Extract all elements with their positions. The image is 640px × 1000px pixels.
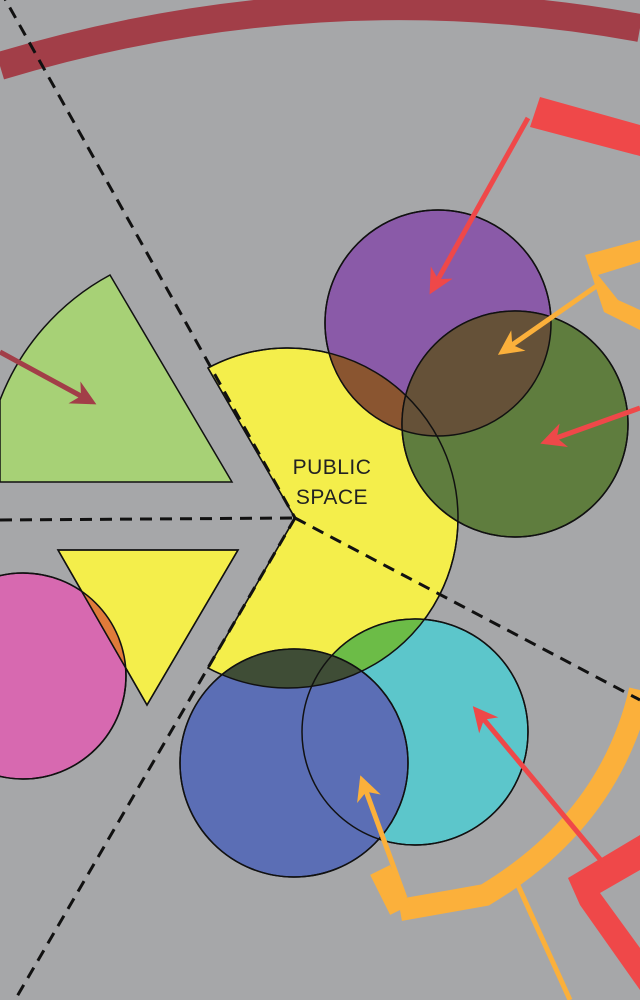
orange-bracket-upper (585, 240, 640, 330)
orange-bracket-lower-tick (370, 865, 410, 915)
arrow-orange-blue (357, 775, 408, 899)
arrow-red-olive (540, 405, 640, 448)
divider-right (294, 516, 640, 702)
yellow-wedge-outline (56, 549, 240, 707)
circle-outlines (179, 209, 629, 878)
arrow-orange-tail (509, 870, 573, 1000)
public-space-label-line2: SPACE (295, 486, 369, 509)
green-sector (0, 273, 234, 483)
arrows (0, 116, 640, 1000)
red-bracket-upper (530, 97, 640, 156)
outer-ring-arc (0, 0, 640, 80)
orange-bracket-lower (398, 687, 640, 921)
divider-left (0, 516, 296, 522)
public-space-label-line1: PUBLIC (292, 456, 372, 479)
arrow-red-purple (429, 116, 531, 295)
arrow-orange-purple (497, 282, 600, 355)
pink-circle-outline (0, 572, 127, 780)
arrow-red-cyan (472, 706, 606, 866)
divider-lower (13, 517, 297, 1000)
red-bracket-lower (568, 835, 640, 990)
arrow-maroon-green (0, 349, 97, 405)
divider-upper (3, 0, 297, 519)
purple-yellow-overlap (325, 348, 458, 436)
